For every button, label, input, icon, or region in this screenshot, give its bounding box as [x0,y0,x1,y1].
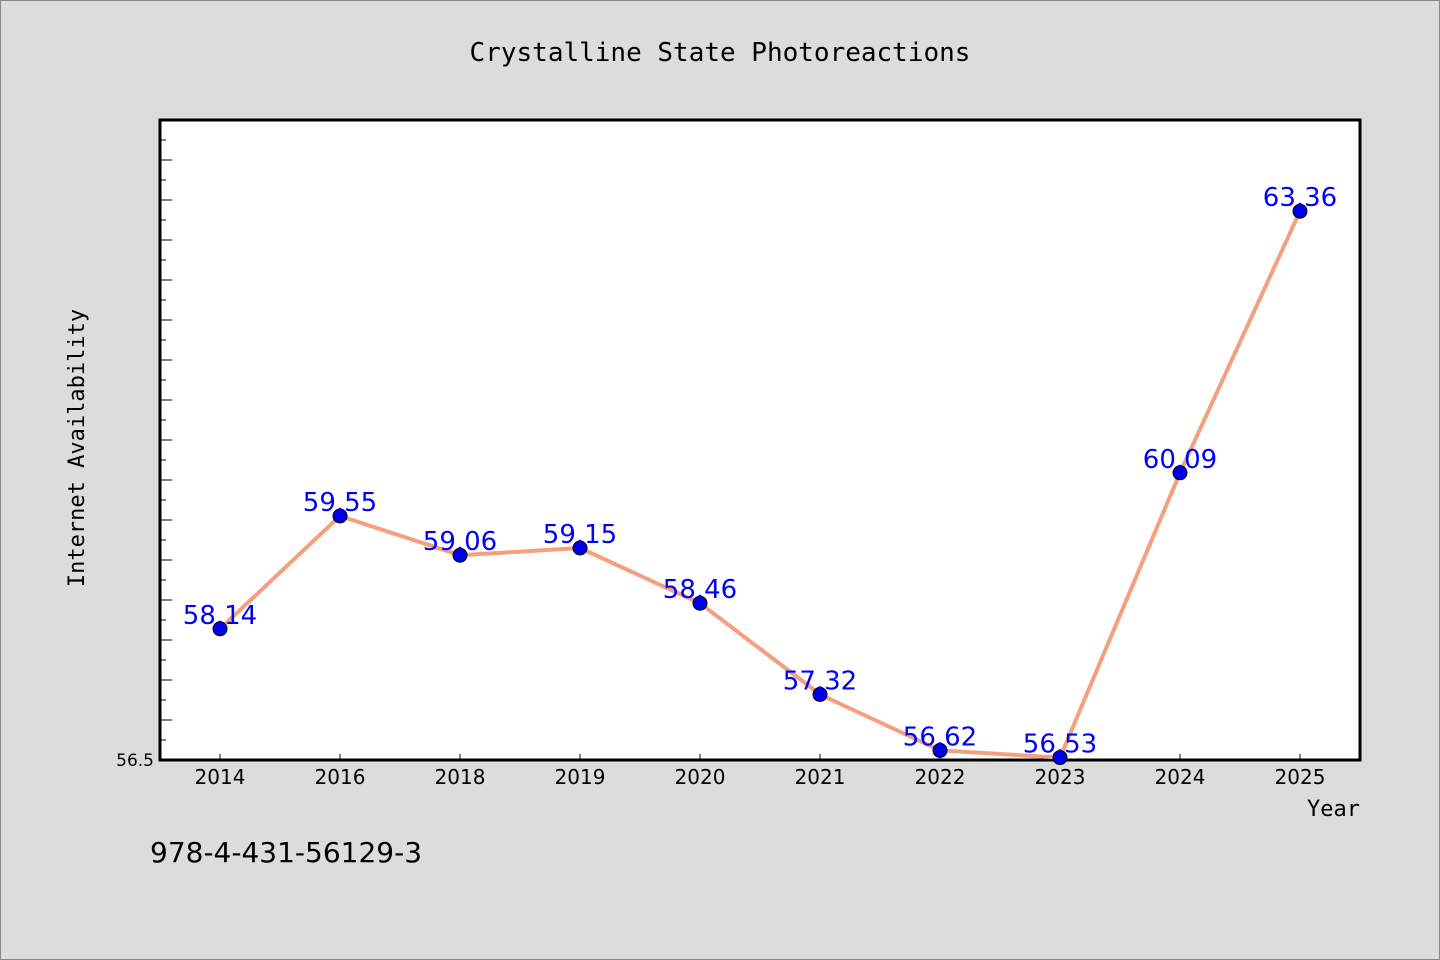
data-label: 59.06 [423,527,497,557]
data-points [212,203,1308,766]
data-label: 59.55 [303,488,377,518]
y-tick-label: 56.5 [116,751,154,771]
data-point [1052,750,1068,766]
data-label: 56.53 [1023,730,1097,760]
x-axis-ticks: 2014 2016 2018 2019 2020 2021 2022 2023 2024 2025 [195,754,1326,789]
series-line [218,209,1302,760]
chart-title: Crystalline State Photoreactions [470,38,971,68]
x-tick-label: 2025 [1275,765,1326,789]
data-label: 56.62 [903,722,977,752]
y-axis-label: Internet Availability [65,309,90,587]
x-tick-label: 2021 [795,765,846,789]
plot-area [158,118,1362,762]
data-point [452,547,468,563]
y-axis-ticks [160,139,172,741]
x-tick-label: 2019 [555,765,606,789]
isbn-text: 978-4-431-56129-3 [150,836,422,869]
data-point [932,742,948,758]
data-point [812,686,828,702]
x-axis-label: Year [1307,797,1360,822]
x-tick-label: 2022 [915,765,966,789]
data-label: 60.09 [1143,445,1217,475]
data-label: 57.32 [783,666,857,696]
data-label: 59.15 [543,520,617,550]
data-point [692,595,708,611]
x-tick-label: 2016 [315,765,366,789]
x-tick-label: 2020 [675,765,726,789]
data-labels: 58.14 59.55 59.06 59.15 58.46 57.32 56.62 56.53… [183,183,1337,759]
data-point [572,540,588,556]
data-label: 58.46 [663,575,737,605]
x-tick-label: 2023 [1035,765,1086,789]
data-label: 63.36 [1263,183,1337,213]
data-point [1292,203,1308,219]
x-tick-label: 2024 [1155,765,1206,789]
x-tick-label: 2014 [195,765,246,789]
series-line-group [218,209,1302,760]
data-label: 58.14 [183,601,257,631]
data-point [1172,465,1188,481]
x-tick-label: 2018 [435,765,486,789]
data-point [332,508,348,524]
data-point [212,621,228,637]
